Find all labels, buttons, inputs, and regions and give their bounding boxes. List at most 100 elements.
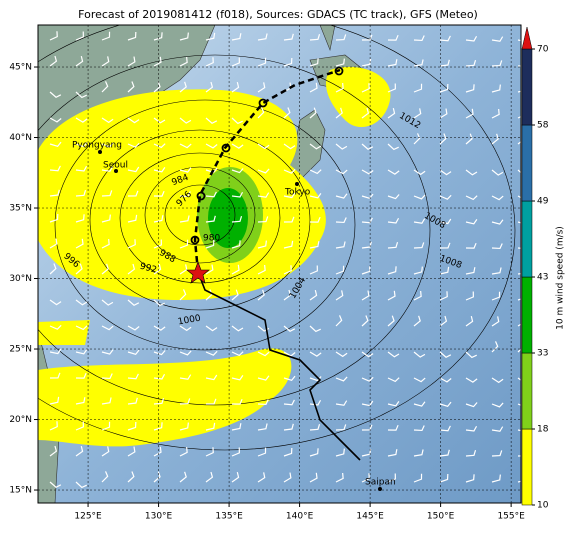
wind-barb — [153, 32, 163, 41]
wind-barb — [283, 423, 294, 431]
wind-barb — [101, 325, 114, 331]
wind-barb — [75, 214, 85, 223]
wind-barb — [465, 195, 478, 201]
wind-barb — [75, 372, 87, 379]
wind-barb — [153, 325, 166, 331]
wind-barb — [179, 446, 188, 457]
wind-barb — [413, 59, 424, 67]
wind-barb — [309, 193, 322, 199]
wind-barb — [491, 243, 503, 250]
title: Forecast of 2019081412 (f018), Sources: … — [78, 8, 478, 21]
wind-barb — [205, 471, 214, 483]
wind-barb — [465, 449, 477, 457]
wind-barb — [361, 193, 374, 200]
wind-barb — [231, 168, 244, 174]
wind-barb — [257, 447, 267, 457]
wind-barb — [439, 35, 451, 42]
colorbar-tick-label: 49 — [537, 197, 549, 207]
wind-barb — [49, 189, 60, 197]
wind-barb — [101, 81, 109, 93]
wind-barb — [517, 316, 521, 327]
wind-barb — [101, 471, 109, 483]
wind-barb — [439, 133, 447, 145]
lat-tick-label: 20°N — [9, 415, 32, 425]
lon-tick-label: 145°E — [356, 512, 384, 522]
wind-barb — [491, 377, 504, 384]
colorbar-tick-label: 58 — [537, 121, 549, 131]
wind-barb — [465, 425, 478, 432]
wind-barb — [101, 263, 109, 275]
wind-barb — [309, 448, 319, 457]
wind-barb — [387, 449, 398, 457]
wind-barb — [335, 265, 345, 275]
wind-barb — [465, 267, 476, 275]
wind-barb — [283, 240, 294, 249]
wind-barb — [465, 402, 478, 408]
wind-barb — [179, 350, 192, 356]
wind-barb — [491, 291, 501, 301]
wind-barb — [205, 374, 218, 381]
wind-barb — [439, 169, 452, 176]
wind-barb — [517, 109, 521, 119]
wind-barb — [49, 481, 62, 488]
wind-barb — [387, 241, 399, 249]
map: Pyongyang Seoul Tokyo Saipan 1012 1008 1… — [38, 25, 521, 503]
wind-barb — [49, 372, 61, 379]
wind-barb — [309, 33, 321, 41]
wind-barb — [179, 32, 189, 41]
wind-barb — [205, 264, 214, 275]
wind-barb — [335, 107, 343, 119]
wind-barb — [439, 59, 450, 67]
wind-barb — [153, 350, 166, 356]
wind-barb — [335, 448, 345, 457]
wind-barb — [387, 315, 395, 327]
wind-barb — [75, 165, 88, 172]
wind-barb — [179, 117, 192, 124]
wind-barb — [439, 266, 450, 275]
wind-barb — [153, 299, 165, 307]
isobar-label: 992 — [139, 262, 158, 276]
wind-barb — [491, 60, 503, 67]
wind-barb — [153, 239, 162, 249]
wind-barb — [465, 108, 474, 119]
wind-barb — [387, 59, 398, 67]
wind-barb — [387, 194, 400, 200]
wind-barb — [101, 31, 111, 41]
wind-barb — [439, 242, 451, 249]
wind-barb — [413, 315, 421, 327]
wind-barb — [257, 264, 266, 275]
wind-barb — [439, 83, 449, 93]
wind-barb — [439, 449, 450, 457]
wind-barb — [205, 447, 214, 457]
wind-barb — [49, 421, 58, 431]
wind-barb — [153, 373, 166, 380]
lat-tick-label: 15°N — [9, 486, 32, 496]
wind-barb — [49, 299, 62, 306]
isobars — [38, 25, 516, 451]
wind-barb — [127, 239, 136, 249]
wind-barb — [413, 473, 423, 483]
wind-barb — [101, 446, 110, 457]
wind-barb — [231, 289, 239, 301]
wind-barb — [439, 401, 452, 408]
wind-barb — [439, 108, 448, 119]
wind-barb — [335, 169, 348, 175]
wind-barb — [283, 289, 292, 301]
wind-barb — [49, 141, 62, 148]
wind-barb — [179, 374, 192, 380]
wind-barb — [309, 472, 318, 483]
wind-barb — [179, 325, 192, 332]
wind-barb — [335, 193, 348, 199]
wind-barb — [283, 192, 296, 199]
wind-barb — [75, 299, 88, 306]
wind-barb — [335, 315, 343, 327]
colorbar-extend — [521, 26, 533, 50]
wind-barb — [101, 56, 110, 67]
wind-barb — [231, 351, 244, 357]
wind-barb — [413, 425, 425, 432]
colorbar-segment — [521, 352, 533, 430]
wind-barb — [309, 58, 319, 67]
wind-barb — [361, 34, 373, 41]
wind-barb — [439, 377, 452, 383]
wind-barb — [49, 117, 62, 123]
